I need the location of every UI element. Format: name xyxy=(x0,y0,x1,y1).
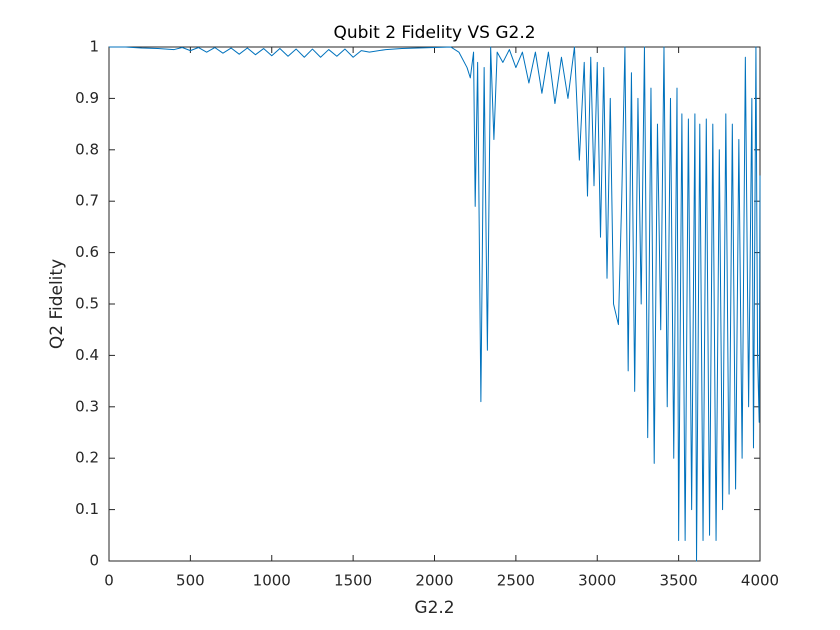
y-tick-label: 0.3 xyxy=(75,397,99,415)
y-tick-label: 0.9 xyxy=(75,89,99,107)
y-tick-label: 0 xyxy=(89,552,99,570)
x-tick-label: 3000 xyxy=(578,572,616,590)
x-tick-label: 500 xyxy=(176,572,205,590)
y-tick-label: 0.1 xyxy=(75,500,99,518)
x-tick-label: 1000 xyxy=(253,572,291,590)
axes-box xyxy=(108,46,761,562)
x-tick-label: 2500 xyxy=(497,572,535,590)
y-tick-label: 0.7 xyxy=(75,192,99,210)
x-tick-label: 2000 xyxy=(415,572,453,590)
x-tick-label: 3500 xyxy=(660,572,698,590)
y-tick-label: 0.4 xyxy=(75,346,99,364)
y-tick-label: 0.2 xyxy=(75,449,99,467)
y-tick-label: 1 xyxy=(89,38,99,56)
x-tick-label: 1500 xyxy=(334,572,372,590)
y-tick-label: 0.6 xyxy=(75,243,99,261)
x-axis-label: G2.2 xyxy=(414,598,454,618)
y-tick-label: 0.5 xyxy=(75,295,99,313)
x-tick-label: 4000 xyxy=(741,572,779,590)
y-axis-label: Q2 Fidelity xyxy=(47,259,67,349)
y-tick-label: 0.8 xyxy=(75,140,99,158)
data-line xyxy=(109,46,761,562)
x-tick-label: 0 xyxy=(104,572,114,590)
chart-title: Qubit 2 Fidelity VS G2.2 xyxy=(333,23,535,43)
